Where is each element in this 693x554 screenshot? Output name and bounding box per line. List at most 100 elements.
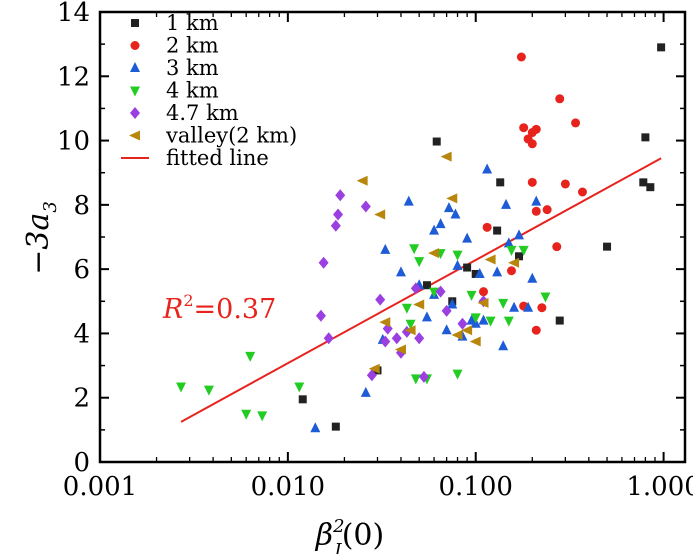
y-tick-label: 14 xyxy=(57,0,90,28)
point-valley-2-km xyxy=(451,330,463,341)
point-4-km xyxy=(241,409,252,420)
legend-swatch-1-km xyxy=(131,19,139,27)
point-1-km xyxy=(471,269,480,278)
y-axis-title: −3a3 xyxy=(21,201,61,275)
point-4-7-km xyxy=(333,208,344,221)
point-3-km xyxy=(450,208,461,219)
y-tick-label: 12 xyxy=(57,62,90,92)
point-3-km xyxy=(492,266,503,277)
point-3-km xyxy=(503,237,514,248)
point-4-km xyxy=(429,287,440,298)
point-4-km xyxy=(506,245,517,256)
x-tick-label: 0.010 xyxy=(251,472,325,502)
point-2-km xyxy=(527,177,537,187)
point-4-km xyxy=(405,319,416,330)
point-3-km xyxy=(403,195,414,206)
point-4-km xyxy=(245,351,256,362)
point-3-km xyxy=(514,229,525,240)
point-4-km xyxy=(294,382,305,393)
point-3-km xyxy=(498,340,509,351)
x-tick-label: 1.000 xyxy=(626,472,693,502)
point-2-km xyxy=(542,205,552,215)
legend-swatch-valley-2-km xyxy=(129,130,140,141)
legend-label-4-7-km: 4.7 km xyxy=(166,101,239,125)
point-4-7-km xyxy=(360,200,371,213)
legend-swatch-4-km xyxy=(130,86,140,97)
point-valley-2-km xyxy=(484,254,496,265)
point-4-km xyxy=(452,369,463,380)
point-4-km xyxy=(466,290,477,301)
legend-swatch-3-km xyxy=(130,62,140,72)
point-4-km xyxy=(503,316,514,327)
x-axis-title-base: β xyxy=(315,518,333,553)
point-3-km xyxy=(443,202,454,213)
point-2-km xyxy=(516,52,526,62)
point-valley-2-km xyxy=(413,299,425,310)
point-4-km xyxy=(409,244,420,255)
point-1-km xyxy=(555,316,564,325)
x-axis-title: β2 I(0) xyxy=(315,516,384,554)
legend-label-fitted-line: fitted line xyxy=(166,146,269,170)
data-points xyxy=(176,43,666,433)
y-tick-label: 8 xyxy=(73,191,90,221)
point-valley-2-km xyxy=(428,248,440,259)
point-4-km xyxy=(401,303,412,314)
point-4-7-km xyxy=(410,282,421,295)
point-3-km xyxy=(310,422,321,433)
point-3-km xyxy=(531,195,542,206)
point-3-km xyxy=(441,324,452,335)
point-3-km xyxy=(360,386,371,397)
r-squared-superscript: 2 xyxy=(183,291,193,310)
point-valley-2-km xyxy=(477,297,489,308)
r-squared-annotation: R2=0.37 xyxy=(162,291,276,325)
point-valley-2-km xyxy=(368,363,380,374)
point-4-7-km xyxy=(391,332,402,345)
point-2-km xyxy=(527,139,537,149)
y-tick-label: 0 xyxy=(73,448,90,478)
r-squared-value: =0.37 xyxy=(194,294,277,325)
point-4-7-km xyxy=(315,309,326,322)
point-4-7-km xyxy=(457,317,468,330)
point-4-km xyxy=(485,316,496,327)
point-3-km xyxy=(501,198,512,209)
point-3-km xyxy=(462,232,473,243)
point-1-km xyxy=(639,178,648,187)
point-2-km xyxy=(531,325,541,335)
point-1-km xyxy=(331,422,340,431)
point-valley-2-km xyxy=(394,344,406,355)
point-2-km xyxy=(531,206,541,216)
y-tick-label: 6 xyxy=(73,255,90,285)
point-3-km xyxy=(395,266,406,277)
point-valley-2-km xyxy=(404,325,416,336)
point-1-km xyxy=(422,281,431,290)
point-3-km xyxy=(380,243,391,254)
point-valley-2-km xyxy=(374,209,386,220)
point-4-7-km xyxy=(330,219,341,232)
legend-label-valley-2-km: valley(2 km) xyxy=(165,124,297,148)
point-2-km xyxy=(560,179,570,189)
point-3-km xyxy=(452,259,463,270)
point-3-km xyxy=(523,301,534,312)
point-2-km xyxy=(555,94,565,104)
point-4-7-km xyxy=(435,285,446,298)
point-1-km xyxy=(432,137,441,146)
point-4-7-km xyxy=(366,369,377,382)
point-2-km xyxy=(537,303,547,313)
point-4-7-km xyxy=(414,332,425,345)
point-valley-2-km xyxy=(469,336,481,347)
point-4-7-km xyxy=(323,332,334,345)
point-3-km xyxy=(435,218,446,229)
point-4-7-km xyxy=(441,304,452,317)
point-2-km xyxy=(482,222,492,232)
y-tick-label: 10 xyxy=(57,127,90,157)
point-1-km xyxy=(463,263,472,272)
r-squared-symbol: R xyxy=(162,294,183,325)
point-4-7-km xyxy=(375,293,386,306)
point-1-km xyxy=(496,178,505,187)
legend-label-2-km: 2 km xyxy=(166,34,219,58)
x-tick-label: 0.100 xyxy=(439,472,513,502)
y-axis-title-main: −3a xyxy=(21,213,56,275)
point-2-km xyxy=(519,123,529,133)
point-4-km xyxy=(176,382,187,393)
point-valley-2-km xyxy=(356,175,368,186)
